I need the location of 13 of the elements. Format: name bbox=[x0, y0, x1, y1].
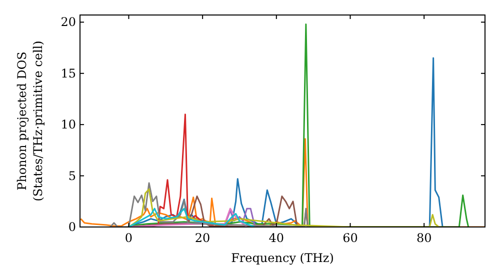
x-tick-label: 60 bbox=[342, 231, 358, 245]
x-tick-label: 40 bbox=[268, 231, 284, 245]
y-tick-label: 20 bbox=[60, 15, 76, 30]
x-tick-label: 20 bbox=[194, 231, 210, 245]
y-tick-label: 0 bbox=[68, 220, 76, 234]
x-tick-label: 80 bbox=[416, 231, 432, 245]
x-tick-label: 0 bbox=[124, 231, 133, 245]
x-axis-title: Frequency (THz) bbox=[231, 251, 334, 265]
y-tick-label: 10 bbox=[60, 118, 76, 132]
y-tick-label: 5 bbox=[68, 168, 76, 183]
y-axis-title: Phonon projected DOS (States/THz·primitive cell) bbox=[15, 40, 45, 202]
y-tick-label: 15 bbox=[60, 66, 76, 80]
line-series bbox=[110, 182, 309, 227]
